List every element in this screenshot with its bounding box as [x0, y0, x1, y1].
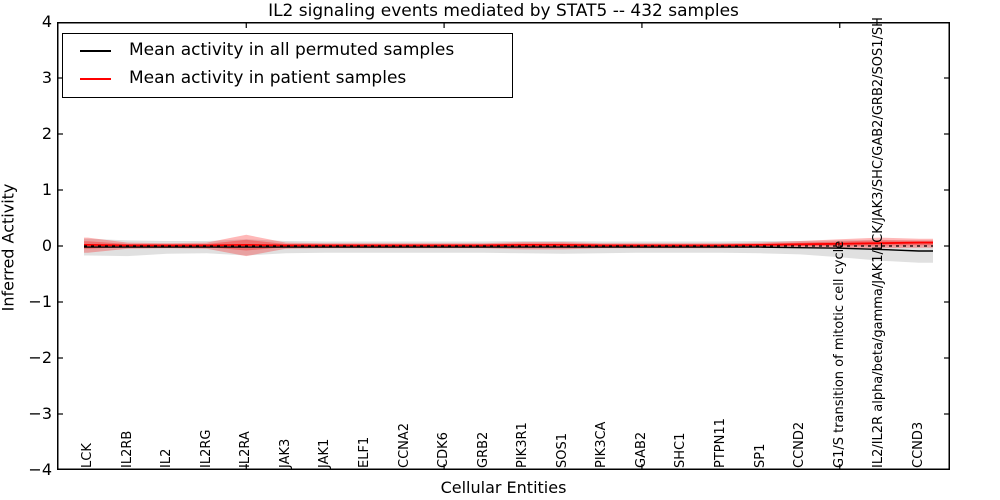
x-category-label: CCND2	[792, 421, 808, 468]
x-category-label: JAK3	[277, 438, 293, 468]
x-category-label: GRB2	[475, 431, 491, 468]
legend-entry-patient: Mean activity in patient samples	[63, 65, 512, 93]
x-category-label: G1/S transition of mitotic cell cycle	[831, 240, 847, 468]
x-category-label: PIK3CA	[594, 421, 610, 468]
x-category-label: IL2RG	[198, 429, 214, 468]
x-category-label: CCND3	[910, 421, 926, 468]
x-category-label: JAK1	[317, 438, 333, 468]
x-category-label: SHC1	[673, 432, 689, 468]
x-category-label: PIK3R1	[515, 422, 531, 468]
legend-label: Mean activity in patient samples	[129, 68, 407, 88]
chart-svg	[57, 22, 950, 470]
x-category-label: SP1	[752, 443, 768, 468]
y-tick-label: 0	[41, 236, 52, 255]
patient-mean-line	[84, 241, 933, 247]
y-tick-label: −2	[28, 348, 52, 367]
x-category-label: SOS1	[554, 432, 570, 468]
y-tick-label: 3	[41, 68, 52, 87]
x-category-label: IL2RB	[119, 430, 135, 468]
y-tick-label: −3	[28, 404, 52, 423]
x-category-label: IL2RA	[238, 431, 254, 468]
x-category-label: GAB2	[633, 431, 649, 468]
y-axis-label: Inferred Activity	[0, 183, 18, 312]
y-tick-label: −4	[28, 460, 52, 479]
x-category-label: ELF1	[356, 436, 372, 468]
x-category-label: CCNA2	[396, 422, 412, 468]
legend-box: Mean activity in all permuted samples Me…	[62, 33, 513, 98]
plot-area: LCK IL2RB IL2 IL2RG IL2RA JAK3 JAK1 ELF1 CCNA2 CD…	[57, 17, 950, 470]
permuted-mean-line	[84, 246, 933, 252]
legend-entry-permuted: Mean activity in all permuted samples	[63, 37, 512, 65]
x-category-label: IL2/IL2R alpha/beta/gamma/JAK1/LCK/JAK3/…	[871, 17, 887, 468]
y-tick-label: 1	[41, 180, 52, 199]
x-axis-label: Cellular Entities	[440, 478, 567, 497]
x-category-label: CDK6	[436, 432, 452, 468]
legend-label: Mean activity in all permuted samples	[129, 40, 455, 60]
y-tick-label: −1	[28, 292, 52, 311]
patient-line-swatch	[80, 78, 111, 80]
chart-title: IL2 signaling events mediated by STAT5 -…	[268, 1, 739, 21]
y-tick-label: 4	[41, 12, 52, 31]
permuted-line-swatch	[80, 50, 111, 52]
y-tick-label: 2	[41, 124, 52, 143]
x-category-label: LCK	[80, 443, 95, 468]
x-category-label: PTPN11	[713, 418, 729, 468]
x-category-label: IL2	[159, 448, 175, 468]
